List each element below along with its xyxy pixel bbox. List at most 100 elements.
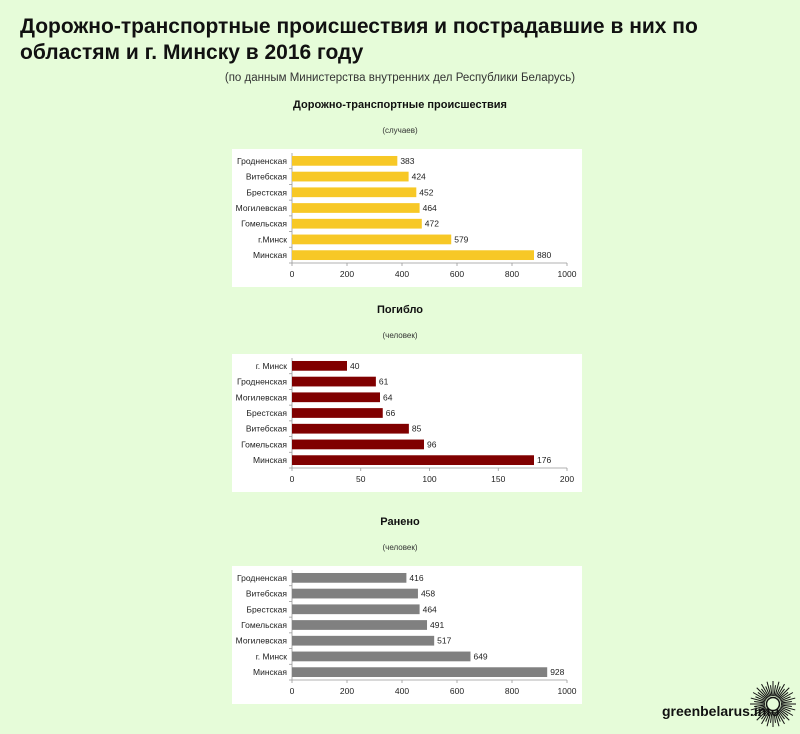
data-label: 64 xyxy=(383,392,393,402)
data-label: 424 xyxy=(412,172,426,182)
sun-logo-icon xyxy=(750,681,796,727)
sun-ray xyxy=(756,709,768,721)
sun-ray xyxy=(775,711,781,722)
x-tick-label: 0 xyxy=(290,474,295,484)
sun-ray xyxy=(780,705,796,711)
x-tick-label: 200 xyxy=(560,474,574,484)
sun-ray xyxy=(761,710,769,720)
bar xyxy=(292,408,383,418)
category-label: Минская xyxy=(253,250,287,260)
x-tick-label: 800 xyxy=(505,269,519,279)
x-tick-label: 600 xyxy=(450,269,464,279)
bar xyxy=(292,572,407,583)
sun-ray xyxy=(752,692,767,701)
chart-1-title: Дорожно-транспортные происшествия xyxy=(293,99,507,111)
sun-ray xyxy=(779,692,789,700)
data-label: 96 xyxy=(427,439,437,449)
data-label: 880 xyxy=(537,250,551,260)
sun-ray xyxy=(755,696,766,702)
x-tick-label: 600 xyxy=(450,686,464,696)
data-label: 928 xyxy=(550,667,564,677)
data-label: 464 xyxy=(423,604,437,614)
bar xyxy=(292,171,409,182)
category-label: Минская xyxy=(253,667,287,677)
bar xyxy=(292,455,534,466)
bar xyxy=(292,376,376,387)
data-label: 579 xyxy=(454,234,468,244)
chart-1-unit: (случаев) xyxy=(382,126,418,135)
bar xyxy=(292,203,420,213)
data-label: 61 xyxy=(379,377,389,387)
data-label: 383 xyxy=(400,156,414,166)
sun-ray xyxy=(754,701,766,704)
data-label: 416 xyxy=(409,573,423,583)
bar xyxy=(292,651,471,662)
chart-2-unit: (человек) xyxy=(382,331,418,340)
category-label: Могилевская xyxy=(236,392,288,402)
sun-ray xyxy=(770,711,773,723)
bar xyxy=(292,250,534,261)
bar xyxy=(292,187,417,198)
sun-ray xyxy=(766,711,772,727)
category-label: Брестская xyxy=(246,408,287,418)
x-tick-label: 50 xyxy=(356,474,366,484)
bar xyxy=(292,423,409,434)
sun-ray xyxy=(766,681,772,697)
sun-ray xyxy=(778,687,790,699)
sun-ray xyxy=(752,707,767,716)
category-label: Гродненская xyxy=(237,156,287,166)
sun-ray xyxy=(774,711,780,727)
category-label: Гродненская xyxy=(237,377,287,387)
sun-ray xyxy=(754,704,766,707)
sun-ray xyxy=(757,692,767,700)
x-tick-label: 0 xyxy=(290,269,295,279)
bar xyxy=(292,620,428,630)
x-tick-label: 0 xyxy=(290,686,295,696)
category-label: Витебская xyxy=(246,172,288,182)
bar xyxy=(292,234,452,245)
sun-ray xyxy=(780,697,796,703)
data-label: 176 xyxy=(537,455,551,465)
category-label: Гродненская xyxy=(237,573,287,583)
x-tick-label: 400 xyxy=(395,269,409,279)
data-label: 85 xyxy=(412,424,422,434)
chart-2-title: Погибло xyxy=(376,304,424,316)
chart-3-unit: (человек) xyxy=(382,543,418,552)
sun-ray xyxy=(765,686,771,697)
category-label: Витебская xyxy=(246,424,288,434)
chart-killed: 0 50 100 150 200 г. Минск 40 Гродненская 61 Могил… xyxy=(232,354,582,492)
data-label: 66 xyxy=(386,408,396,418)
bar xyxy=(292,360,347,371)
sun-ray xyxy=(750,697,766,703)
x-tick-label: 150 xyxy=(491,474,505,484)
sun-ray xyxy=(780,704,792,707)
x-tick-label: 1000 xyxy=(558,686,577,696)
x-tick-label: 800 xyxy=(505,686,519,696)
watermark-text: greenbelarus.info xyxy=(662,703,780,719)
data-label: 464 xyxy=(423,203,437,213)
category-label: Гомельская xyxy=(241,439,287,449)
data-label: 472 xyxy=(425,219,439,229)
sun-ray xyxy=(776,710,785,725)
bar xyxy=(292,218,422,229)
sun-ray xyxy=(773,685,776,697)
bar xyxy=(292,588,418,599)
bar xyxy=(292,155,398,166)
category-label: г. Минск xyxy=(256,361,288,371)
sun-ray xyxy=(778,709,790,721)
source-note: (по данным Министерства внутренних дел Р… xyxy=(224,72,576,84)
data-label: 40 xyxy=(350,361,360,371)
sun-ray xyxy=(750,705,766,711)
chart-3-title: Ранено xyxy=(380,516,420,528)
sun-ray xyxy=(757,708,767,716)
sun-ray xyxy=(777,688,785,698)
sun-ray xyxy=(765,711,771,722)
category-label: Могилевская xyxy=(236,203,288,213)
data-label: 517 xyxy=(437,636,451,646)
x-tick-label: 1000 xyxy=(558,269,577,279)
sun-ray xyxy=(755,706,766,712)
sun-ray xyxy=(777,710,785,720)
sun-ray xyxy=(779,708,789,716)
bar xyxy=(292,392,380,403)
plot-background xyxy=(232,354,582,492)
